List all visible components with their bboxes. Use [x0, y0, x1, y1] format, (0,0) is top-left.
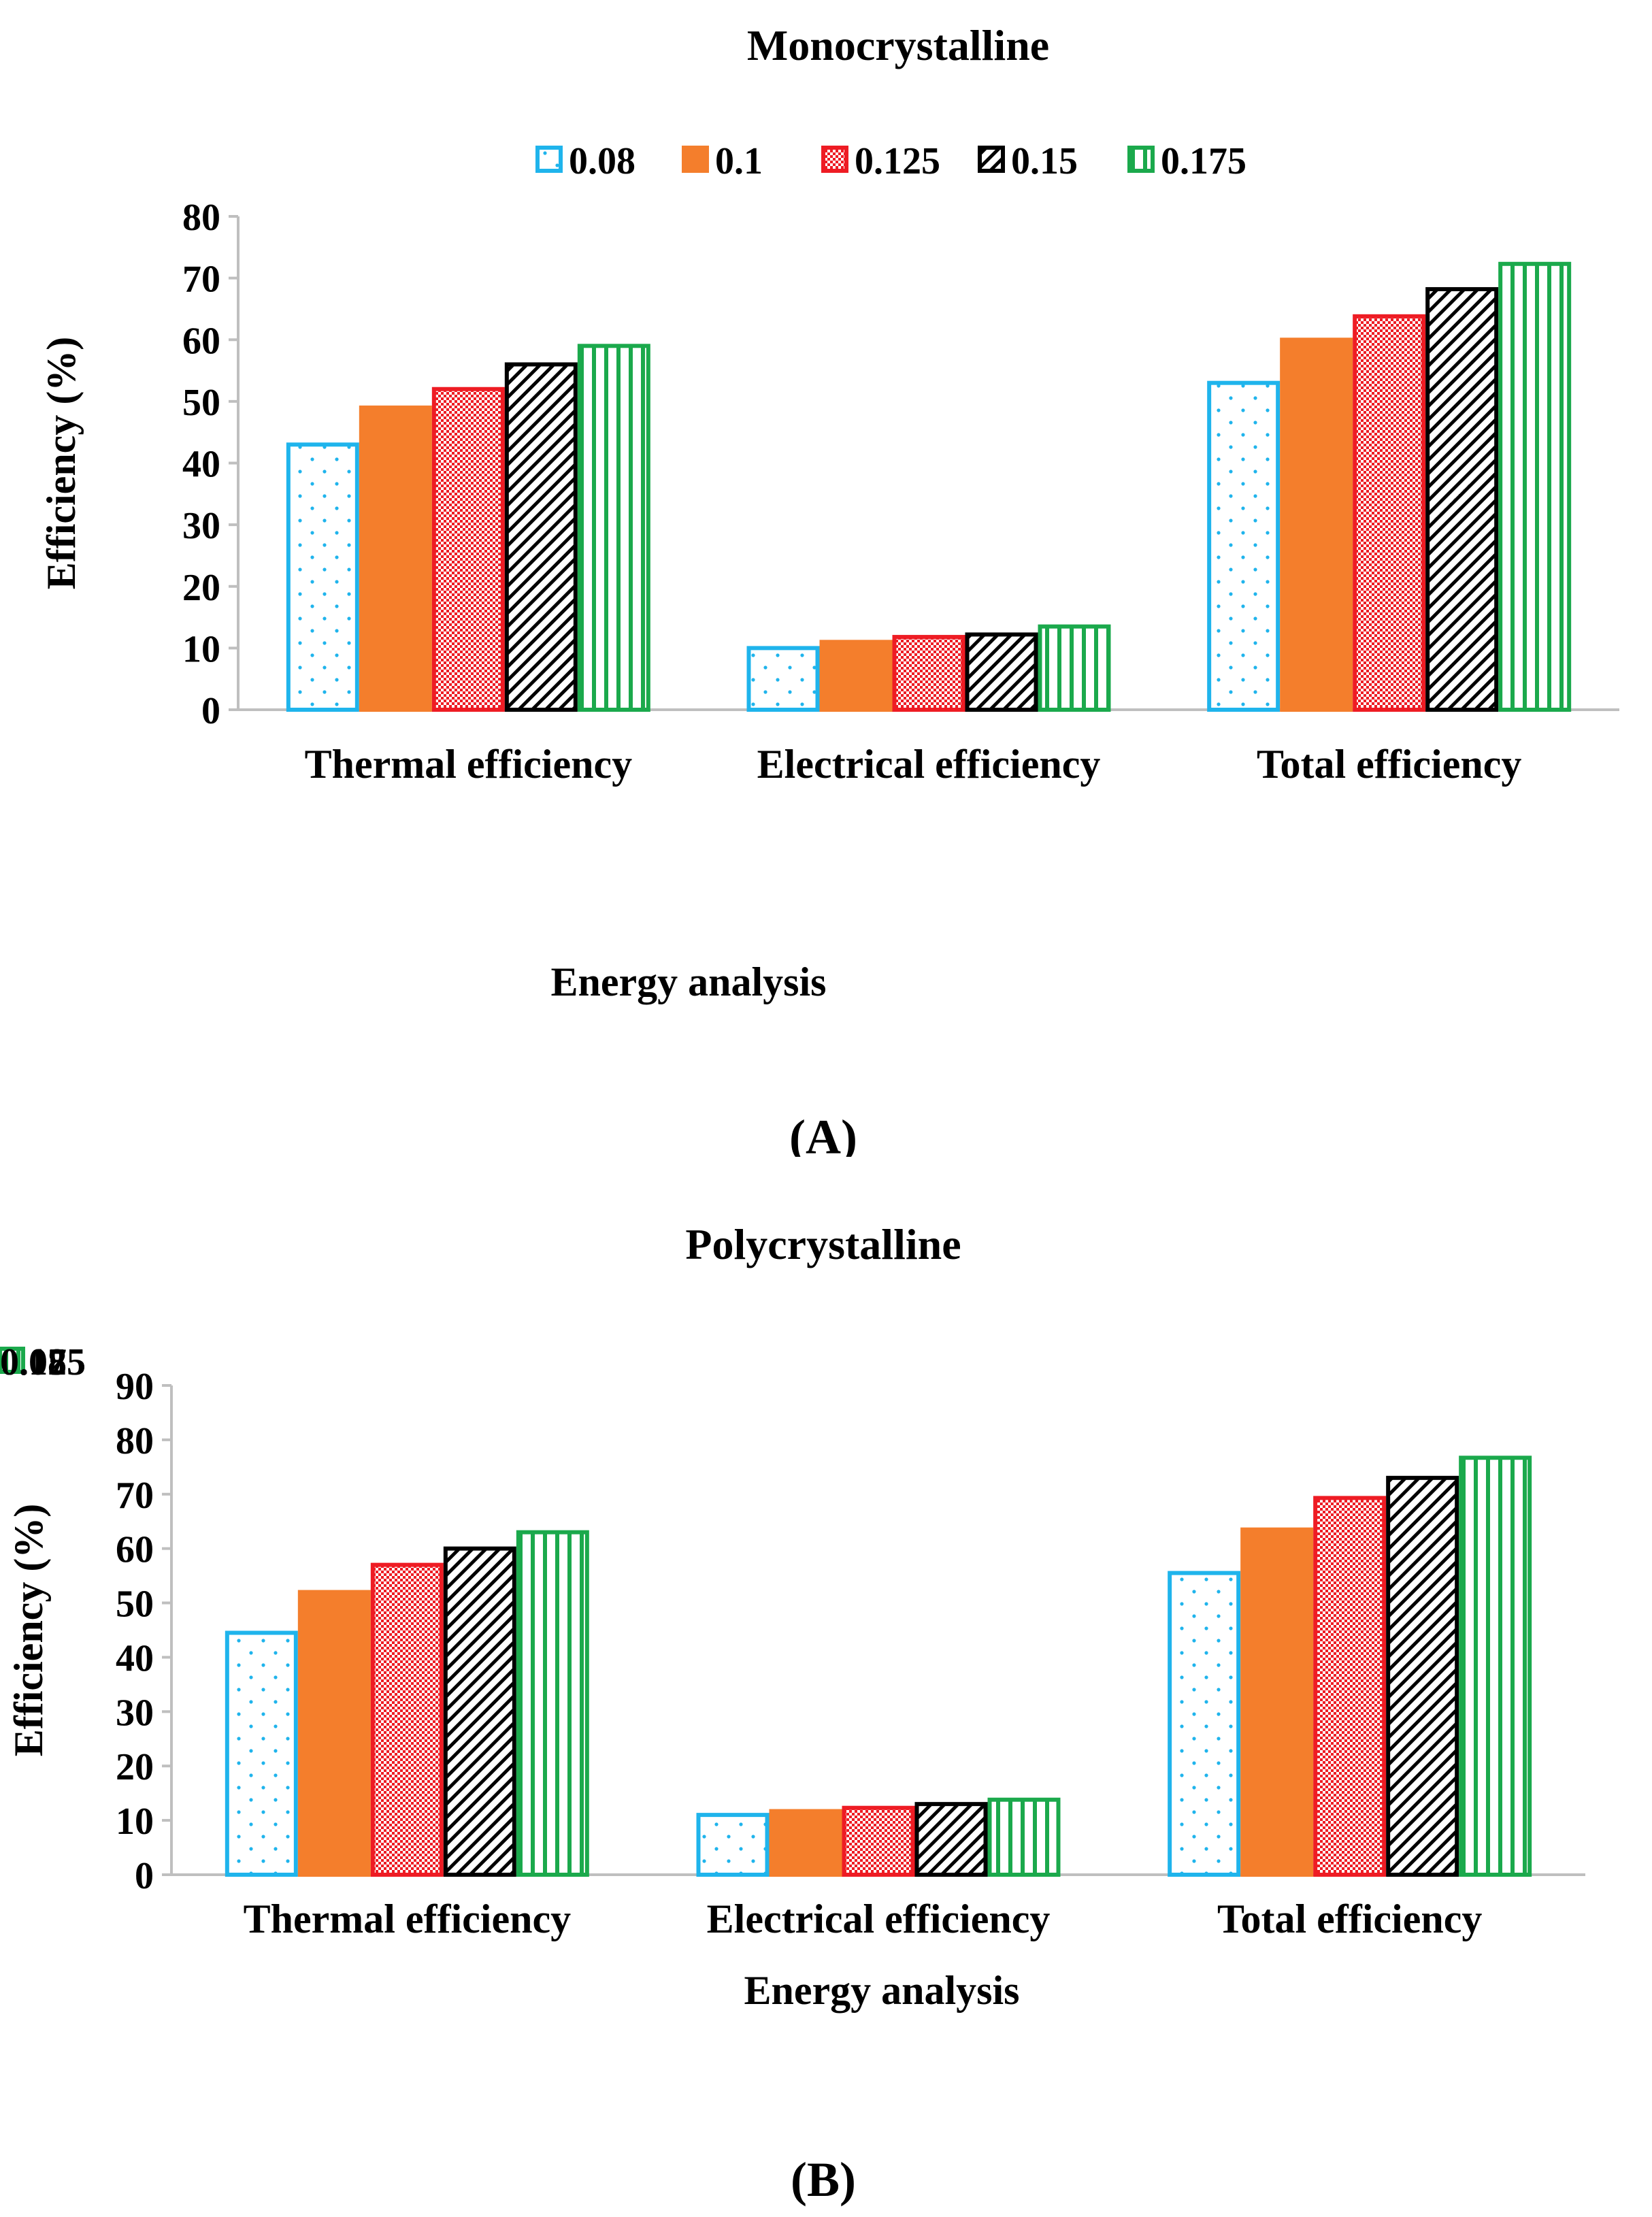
y-tick-label: 60: [116, 1529, 154, 1571]
legend-label-0.175: 0.175: [0, 1341, 86, 1383]
bar-electrical-efficiency-0.175: [1038, 624, 1111, 712]
bar-electrical-efficiency-0.125: [842, 1805, 915, 1877]
y-axis-label: Efficiency (%): [6, 1504, 51, 1757]
y-tick-label: 70: [116, 1475, 154, 1517]
y-tick-label: 10: [116, 1801, 154, 1843]
bar-thermal-efficiency-0.1: [297, 1590, 371, 1877]
y-axis-label: Efficiency (%): [39, 337, 84, 590]
legend: 0.08 0.1 0.125 0.15 0.175: [535, 140, 1246, 182]
x-tick-label: Thermal efficiency: [305, 742, 633, 787]
legend-swatch-0.175: [1127, 146, 1155, 173]
panel-a: Monocrystalline 0.08 0.1 0.125 0.15 0.175 0 10 2…: [39, 21, 1619, 1164]
x-tick-label: Total efficiency: [1257, 742, 1521, 787]
y-tick-label: 20: [182, 567, 220, 609]
bar-electrical-efficiency-0.15: [914, 1802, 988, 1877]
y-tick-label: 40: [182, 444, 220, 486]
y-tick-label: 0: [135, 1855, 154, 1897]
legend-label-0.175: 0.175: [1161, 140, 1246, 182]
bar-electrical-efficiency-0.08: [746, 646, 820, 712]
y-tick-label: 80: [182, 197, 220, 239]
y-tick-label: 50: [116, 1583, 154, 1626]
chart-title: Polycrystalline: [685, 1220, 961, 1268]
bar-electrical-efficiency-0.1: [769, 1809, 842, 1877]
legend-swatch-0.175: [0, 1347, 25, 1374]
bar-total-efficiency-0.1: [1280, 338, 1353, 712]
x-tick-label: Electrical efficiency: [757, 742, 1101, 787]
bar-total-efficiency-0.15: [1386, 1475, 1459, 1877]
bar-total-efficiency-0.15: [1425, 286, 1499, 712]
y-tick-label: 0: [201, 690, 220, 732]
bar-thermal-efficiency-0.125: [431, 387, 505, 712]
bar-thermal-efficiency-0.08: [286, 442, 359, 712]
bar-thermal-efficiency-0.15: [443, 1546, 516, 1877]
chart-title: Monocrystalline: [747, 21, 1049, 69]
x-tick-label: Thermal efficiency: [244, 1896, 572, 1941]
bar-electrical-efficiency-0.175: [987, 1797, 1061, 1877]
bar-total-efficiency-0.175: [1498, 261, 1572, 712]
bar-total-efficiency-0.125: [1353, 314, 1426, 712]
y-tick-label: 40: [116, 1637, 154, 1679]
panel-label: (A): [789, 1110, 857, 1157]
bar-total-efficiency-0.08: [1207, 380, 1281, 712]
bar-electrical-efficiency-0.08: [696, 1813, 770, 1877]
bar-thermal-efficiency-0.125: [370, 1562, 444, 1877]
bar-electrical-efficiency-0.1: [819, 640, 893, 712]
y-tick-label: 10: [182, 628, 220, 670]
bar-electrical-efficiency-0.15: [965, 632, 1038, 712]
legend-label-0.08: 0.08: [569, 140, 635, 182]
chart-monocrystalline: Monocrystalline 0.08 0.1 0.125 0.15 0.175 0 10 2…: [39, 21, 1619, 1164]
bar-electrical-efficiency-0.125: [892, 635, 965, 712]
legend-swatch-0.1: [682, 146, 709, 173]
bar-total-efficiency-0.125: [1313, 1496, 1387, 1877]
legend-swatch-0.15: [978, 146, 1005, 173]
y-tick-label: 30: [116, 1692, 154, 1734]
bar-thermal-efficiency-0.1: [359, 405, 432, 712]
legend-swatch-0.125: [821, 146, 848, 173]
y-tick-label: 90: [116, 1366, 154, 1408]
bar-total-efficiency-0.175: [1459, 1456, 1532, 1877]
bar-thermal-efficiency-0.175: [516, 1530, 589, 1877]
bar-total-efficiency-0.08: [1168, 1571, 1241, 1877]
legend-label-0.125: 0.125: [855, 140, 940, 182]
legend-label-0.1: 0.1: [715, 140, 763, 182]
legend-swatch-0.08: [535, 146, 563, 173]
x-axis-label: Energy analysis: [550, 959, 826, 1004]
y-tick-label: 80: [116, 1420, 154, 1462]
bar-total-efficiency-0.1: [1240, 1527, 1314, 1877]
x-tick-label: Electrical efficiency: [707, 1896, 1051, 1941]
panel-label: (B): [791, 2152, 856, 2207]
y-tick-label: 60: [182, 320, 220, 362]
x-tick-label: Total efficiency: [1217, 1896, 1482, 1941]
x-axis-label: Energy analysis: [744, 1968, 1019, 2013]
bar-thermal-efficiency-0.08: [225, 1630, 298, 1877]
bar-thermal-efficiency-0.15: [504, 362, 578, 712]
y-tick-label: 20: [116, 1746, 154, 1788]
bar-thermal-efficiency-0.175: [577, 344, 650, 712]
y-tick-label: 70: [182, 259, 220, 301]
y-tick-label: 50: [182, 382, 220, 424]
legend-label-0.15: 0.15: [1011, 140, 1078, 182]
y-tick-label: 30: [182, 505, 220, 547]
